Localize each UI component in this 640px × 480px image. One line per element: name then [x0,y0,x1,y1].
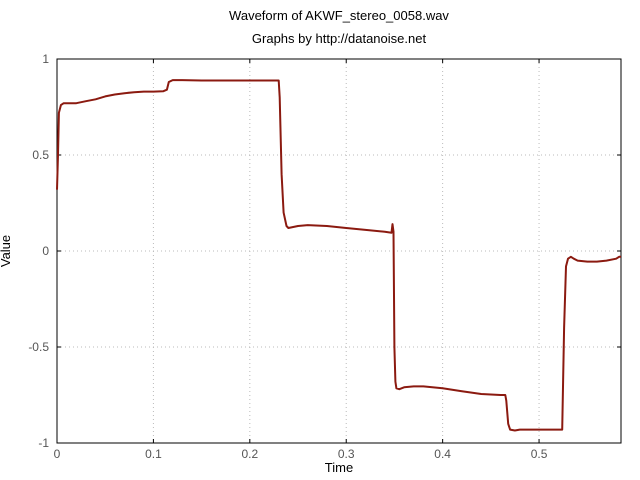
y-tick-label: 1 [42,52,49,66]
x-tick-label: 0.5 [531,447,548,461]
y-axis-ticks: 1 0.5 0 -0.5 -1 [28,52,621,450]
chart-title: Waveform of AKWF_stereo_0058.wav [229,8,449,23]
x-axis-ticks: 0 0.1 0.2 0.3 0.4 0.5 [54,59,548,461]
x-tick-label: 0 [54,447,61,461]
chart-subtitle: Graphs by http://datanoise.net [252,31,427,46]
x-tick-label: 0.1 [145,447,162,461]
x-tick-label: 0.2 [241,447,258,461]
y-tick-label: -1 [38,436,49,450]
x-tick-label: 0.3 [338,447,355,461]
y-tick-label: -0.5 [28,340,49,354]
x-tick-label: 0.4 [434,447,451,461]
grid-lines [57,59,621,443]
y-tick-label: 0 [42,244,49,258]
y-axis-label: Value [0,235,13,267]
y-tick-label: 0.5 [32,148,49,162]
waveform-line [56,79,621,432]
x-axis-label: Time [325,460,353,475]
